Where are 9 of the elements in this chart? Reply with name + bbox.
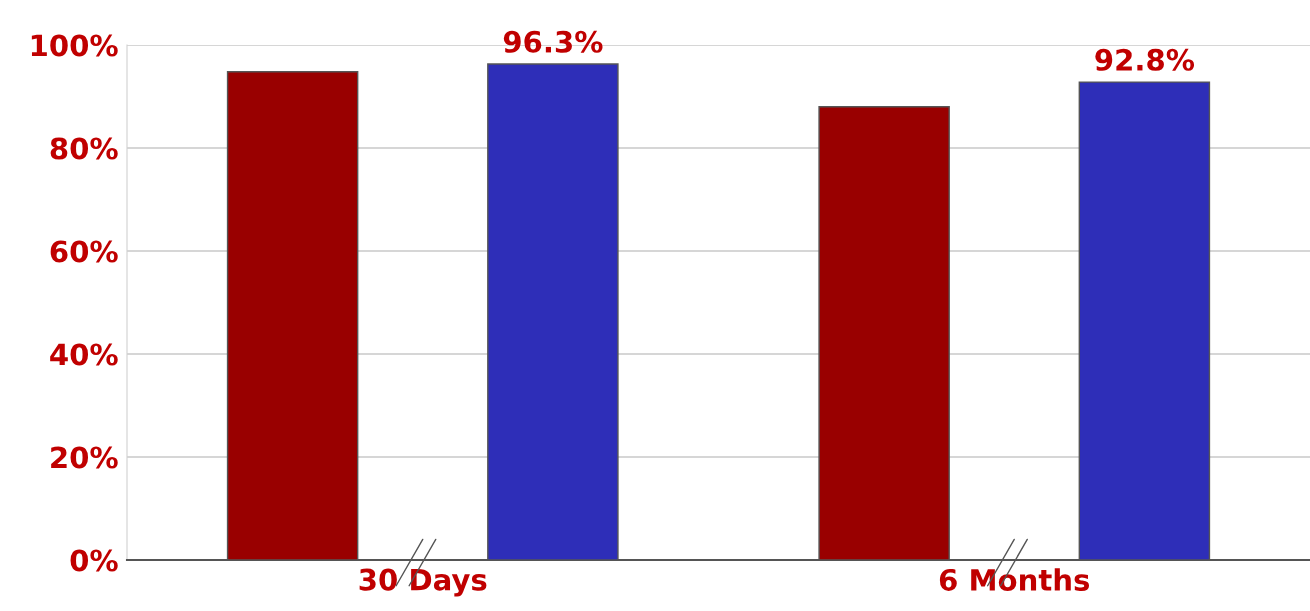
- data-label: 96.3%: [503, 30, 603, 53]
- y-tick-label: 80%: [50, 137, 118, 160]
- data-label: 92.8%: [1095, 48, 1195, 71]
- y-tick-label: 100%: [31, 34, 118, 57]
- y-tick-label: 0%: [70, 549, 118, 572]
- y-tick-label: 60%: [50, 240, 118, 263]
- y-tick-label: 40%: [50, 343, 118, 366]
- y-tick-label: 20%: [51, 446, 118, 469]
- x-tick-label: 30 Days: [359, 568, 487, 597]
